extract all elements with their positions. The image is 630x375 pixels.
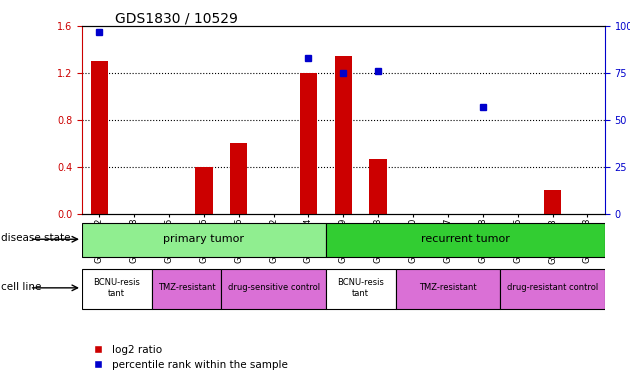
Text: TMZ-resistant: TMZ-resistant [419, 284, 477, 292]
Bar [369, 159, 387, 214]
Bar [152, 268, 221, 309]
Bar [300, 73, 317, 214]
Bar [326, 223, 605, 257]
Text: GDS1830 / 10529: GDS1830 / 10529 [115, 11, 238, 25]
Text: BCNU-resis
tant: BCNU-resis tant [337, 278, 384, 297]
Text: disease state: disease state [1, 233, 71, 243]
Bar [230, 144, 248, 214]
Bar [221, 268, 326, 309]
Text: recurrent tumor: recurrent tumor [421, 234, 510, 244]
Bar [335, 56, 352, 214]
Legend: log2 ratio, percentile rank within the sample: log2 ratio, percentile rank within the s… [87, 345, 288, 370]
Bar [82, 223, 326, 257]
Text: drug-sensitive control: drug-sensitive control [227, 284, 319, 292]
Text: TMZ-resistant: TMZ-resistant [158, 284, 215, 292]
Bar [500, 268, 605, 309]
Bar [396, 268, 500, 309]
Bar [82, 268, 152, 309]
Text: drug-resistant control: drug-resistant control [507, 284, 598, 292]
Bar [544, 190, 561, 214]
Text: BCNU-resis
tant: BCNU-resis tant [93, 278, 140, 297]
Bar [326, 268, 396, 309]
Bar [195, 167, 213, 214]
Text: primary tumor: primary tumor [163, 234, 244, 244]
Text: cell line: cell line [1, 282, 42, 292]
Bar [91, 62, 108, 214]
